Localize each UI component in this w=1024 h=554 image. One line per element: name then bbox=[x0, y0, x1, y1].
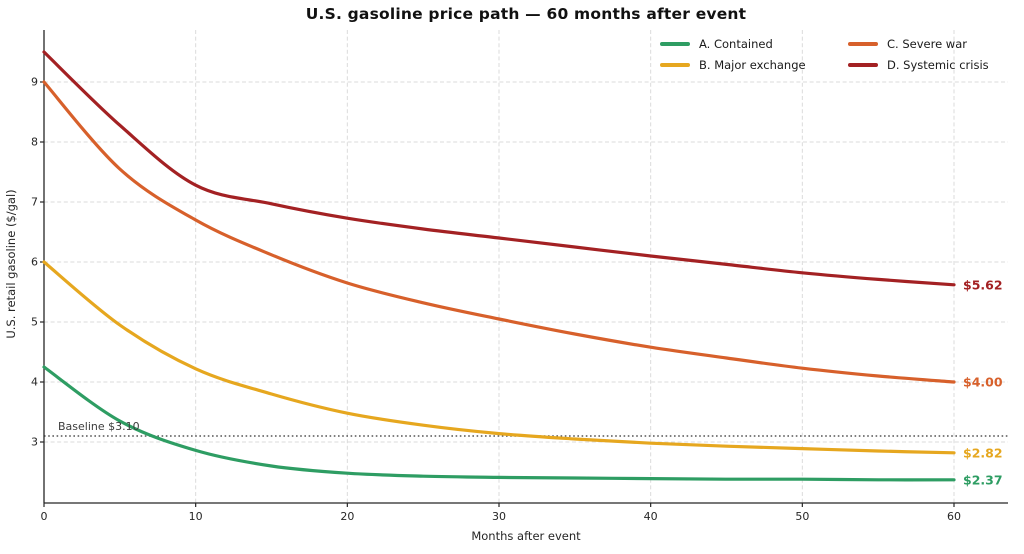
y-tick-label: 6 bbox=[31, 255, 38, 269]
x-tick-label: 40 bbox=[643, 510, 658, 523]
chart-title: U.S. gasoline price path — 60 months aft… bbox=[305, 5, 747, 23]
legend-item-major-exchange: B. Major exchange bbox=[660, 58, 848, 72]
x-tick-label: 60 bbox=[947, 510, 961, 523]
baseline-annotation: Baseline $3.10 bbox=[58, 420, 140, 433]
systemic-crisis-line-swatch bbox=[848, 63, 878, 67]
legend-label: A. Contained bbox=[699, 37, 773, 51]
severe-war-line-swatch bbox=[848, 42, 878, 46]
x-tick-label: 0 bbox=[40, 510, 48, 523]
legend-item-systemic-crisis: D. Systemic crisis bbox=[848, 58, 1008, 72]
end-value-contained: $2.37 bbox=[963, 472, 1003, 488]
y-tick-label: 3 bbox=[31, 435, 38, 449]
legend: A. Contained C. Severe war B. Major exch… bbox=[660, 37, 1008, 72]
x-axis-label: Months after event bbox=[471, 529, 581, 543]
legend-label: D. Systemic crisis bbox=[887, 58, 989, 72]
x-tick-label: 10 bbox=[188, 510, 203, 523]
series-line-1 bbox=[42, 260, 956, 455]
legend-label: B. Major exchange bbox=[699, 58, 806, 72]
y-tick-label: 7 bbox=[31, 195, 38, 209]
end-value-severe-war: $4.00 bbox=[963, 374, 1003, 390]
series-line-2 bbox=[42, 80, 956, 384]
x-tick-label: 30 bbox=[492, 510, 506, 523]
end-value-systemic-crisis: $5.62 bbox=[963, 277, 1003, 293]
major-exchange-line-swatch bbox=[660, 63, 690, 67]
legend-label: C. Severe war bbox=[887, 37, 967, 51]
x-tick-label: 20 bbox=[340, 510, 355, 523]
series-line-3 bbox=[42, 50, 956, 287]
legend-item-severe-war: C. Severe war bbox=[848, 37, 1008, 51]
series-line-0 bbox=[42, 365, 956, 482]
x-tick-label: 50 bbox=[795, 510, 810, 523]
y-tick-label: 9 bbox=[31, 75, 38, 89]
y-tick-label: 4 bbox=[31, 375, 38, 389]
legend-item-contained: A. Contained bbox=[660, 37, 848, 51]
y-tick-label: 5 bbox=[31, 315, 38, 329]
contained-line-swatch bbox=[660, 42, 690, 46]
end-value-major-exchange: $2.82 bbox=[963, 445, 1003, 461]
y-tick-label: 8 bbox=[31, 135, 38, 149]
